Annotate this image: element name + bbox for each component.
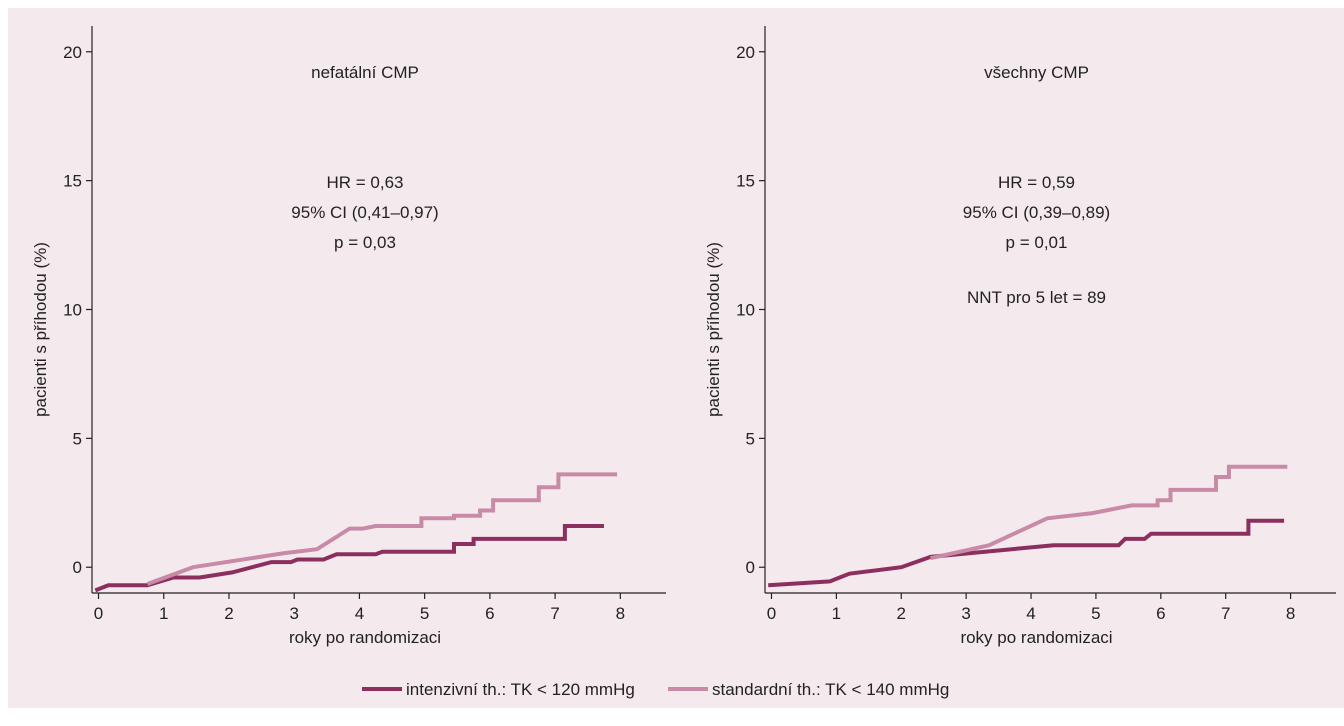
x-axis-title: roky po randomizaci (960, 628, 1112, 647)
x-tick-label: 2 (224, 604, 233, 623)
y-tick-label: 0 (746, 558, 755, 577)
series-line-standard (930, 464, 1288, 561)
figure-panel: 0 5 10 15 20 0 1 2 3 4 5 6 7 8 roky po randomizaci paci… (8, 8, 1344, 708)
stat-annotation: HR = 0,63 (326, 173, 403, 192)
chart-panel-nonfatal-cmp: 0 5 10 15 20 0 1 2 3 4 5 6 7 8 roky po randomizaci paci… (31, 26, 666, 647)
x-tick-label: 8 (1286, 604, 1295, 623)
y-axis-title: pacienti s příhodou (%) (31, 242, 50, 417)
y-tick-label: 20 (736, 43, 755, 62)
x-tick-label: 8 (616, 604, 625, 623)
stat-annotation: 95% CI (0,41–0,97) (291, 203, 438, 222)
x-tick-label: 0 (767, 604, 776, 623)
x-axis-title: roky po randomizaci (289, 628, 441, 647)
x-tick-label: 0 (94, 604, 103, 623)
y-tick-label: 5 (746, 429, 755, 448)
y-tick-label: 0 (73, 558, 82, 577)
series-line-intensive (94, 524, 604, 593)
x-tick-label: 4 (1026, 604, 1035, 623)
y-tick-label: 20 (63, 43, 82, 62)
stat-annotation: 95% CI (0,39–0,89) (963, 203, 1110, 222)
y-tick-label: 5 (73, 429, 82, 448)
y-axis-title: pacienti s příhodou (%) (704, 242, 723, 417)
x-tick-label: 3 (961, 604, 970, 623)
panel-title: nefatální CMP (311, 63, 419, 82)
stat-annotation: HR = 0,59 (998, 173, 1075, 192)
stat-annotation: NNT pro 5 let = 89 (967, 288, 1106, 307)
legend: intenzivní th.: TK < 120 mmHg standardní… (362, 680, 949, 699)
x-tick-label: 5 (420, 604, 429, 623)
x-tick-label: 6 (485, 604, 494, 623)
x-tick-label: 7 (550, 604, 559, 623)
stat-annotation: p = 0,03 (334, 233, 396, 252)
x-tick-label: 2 (897, 604, 906, 623)
x-tick-label: 1 (159, 604, 168, 623)
y-tick-label: 15 (63, 172, 82, 191)
y-tick-label: 10 (736, 301, 755, 320)
chart-panel-all-cmp: 0 5 10 15 20 0 1 2 3 4 5 6 7 8 roky po randomizaci paci… (704, 26, 1336, 647)
series-line-intensive (768, 518, 1285, 588)
x-tick-label: 4 (355, 604, 364, 623)
panel-title: všechny CMP (984, 63, 1089, 82)
x-tick-label: 5 (1091, 604, 1100, 623)
series-line-standard (146, 472, 618, 586)
x-tick-label: 3 (289, 604, 298, 623)
legend-label-intensive: intenzivní th.: TK < 120 mmHg (406, 680, 635, 699)
legend-label-standard: standardní th.: TK < 140 mmHg (712, 680, 949, 699)
x-tick-label: 6 (1156, 604, 1165, 623)
x-tick-label: 7 (1221, 604, 1230, 623)
stat-annotation: p = 0,01 (1006, 233, 1068, 252)
y-tick-label: 15 (736, 172, 755, 191)
y-tick-label: 10 (63, 301, 82, 320)
x-tick-label: 1 (832, 604, 841, 623)
